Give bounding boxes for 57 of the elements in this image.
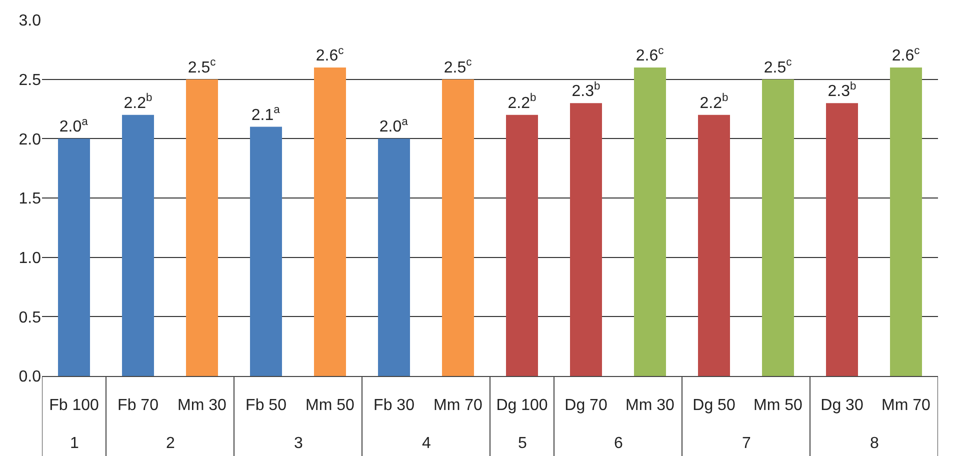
y-tick-label: 2.0 <box>18 131 42 148</box>
bar <box>250 126 282 376</box>
bar <box>58 138 90 376</box>
data-label: 2.5$^{c}$ <box>188 56 216 76</box>
bar <box>122 114 154 376</box>
data-label: 2.5$^{c}$ <box>444 56 472 76</box>
x-tick-label: Mm 70 <box>434 397 483 414</box>
bar <box>762 79 794 376</box>
text: 3 <box>294 435 303 452</box>
x-tick-label: Dg 100 <box>496 397 548 414</box>
data-label: 2.0$^{a}$ <box>379 116 409 136</box>
text: 5 <box>518 435 527 452</box>
x-tick-label: Mm 50 <box>754 397 803 414</box>
x-tick-label: Fb 30 <box>374 397 415 414</box>
text: 2 <box>166 435 175 452</box>
bar <box>314 67 346 376</box>
text: 8 <box>870 435 879 452</box>
bar <box>442 79 474 376</box>
y-tick-label: 2.5 <box>18 72 42 89</box>
bar <box>186 79 218 376</box>
y-tick-label: 1.5 <box>18 190 42 208</box>
x-tick-label: Mm 70 <box>882 397 931 414</box>
y-tick-label: 0.0 <box>18 368 42 386</box>
data-label: 2.2$^{b}$ <box>124 92 152 112</box>
bar <box>570 103 602 376</box>
data-label: 2.6$^{c}$ <box>316 44 344 64</box>
data-label: 2.3$^{b}$ <box>828 80 856 100</box>
y-tick-label: 3.0 <box>18 12 42 30</box>
y-tick-label: 1.0 <box>18 250 42 267</box>
data-label: 2.2$^{b}$ <box>508 92 536 112</box>
text: 4 <box>422 435 431 452</box>
data-label: 2.6$^{c}$ <box>892 44 920 64</box>
text: 6 <box>614 435 623 452</box>
x-tick-label: Mm 30 <box>178 397 227 414</box>
bar <box>890 67 922 376</box>
bar <box>698 114 730 376</box>
data-label: 2.0$^{a}$ <box>59 116 89 136</box>
bar <box>506 114 538 376</box>
x-tick-label: Fb 50 <box>246 397 287 414</box>
x-tick-label: Fb 100 <box>49 397 100 414</box>
x-tick-label: Dg 50 <box>692 397 736 414</box>
data-label: 2.5$^{c}$ <box>764 56 792 76</box>
x-tick-label: Fb 70 <box>118 397 159 414</box>
x-tick-label: Mm 30 <box>626 397 675 414</box>
data-label: 2.6$^{c}$ <box>636 44 664 64</box>
bar <box>634 67 666 376</box>
bar <box>378 138 410 376</box>
x-tick-label: Mm 50 <box>306 397 355 414</box>
data-label: 2.3$^{b}$ <box>572 80 600 100</box>
data-label: 2.1$^{a}$ <box>251 104 281 124</box>
x-tick-label: Dg 30 <box>820 397 864 414</box>
y-tick-label: 0.5 <box>18 309 42 326</box>
bar <box>826 103 858 376</box>
text: 7 <box>742 435 751 452</box>
x-tick-label: Dg 70 <box>564 397 608 414</box>
text: 1 <box>70 435 79 452</box>
data-label: 2.2$^{b}$ <box>700 92 728 112</box>
